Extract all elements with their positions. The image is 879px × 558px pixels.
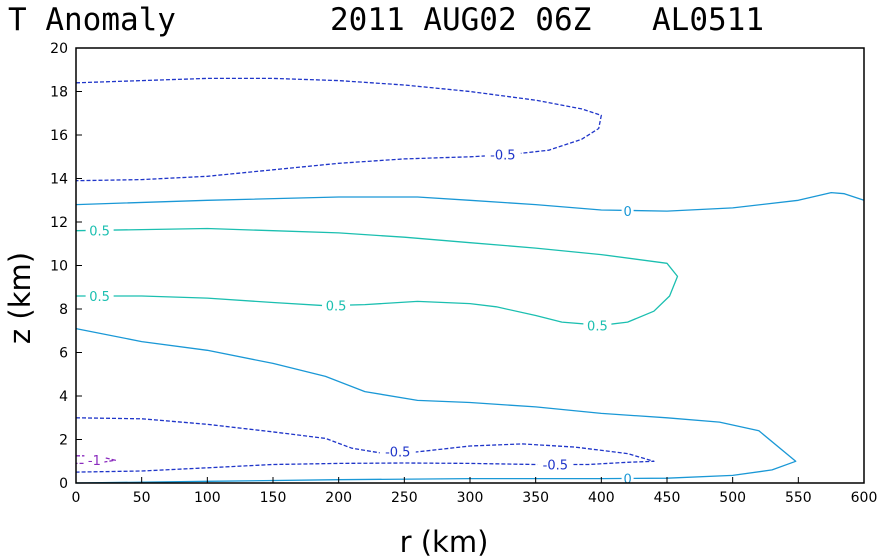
chart-title-center: 2011 AUG02 06Z <box>330 2 591 38</box>
contour-label-backdrop <box>537 456 574 472</box>
y-tick-label: 6 <box>59 346 68 362</box>
contour-label-backdrop <box>379 443 416 459</box>
contour-label-backdrop <box>85 287 114 303</box>
x-tick-label: 0 <box>72 490 81 506</box>
contour-label-backdrop <box>621 470 634 486</box>
y-tick-label: 0 <box>59 476 68 492</box>
y-tick-label: 4 <box>59 389 68 405</box>
contour-label: 0 <box>623 205 631 220</box>
contour-label: 0.5 <box>89 225 110 240</box>
contour-label: 0.5 <box>587 319 608 334</box>
contour-label-backdrop <box>84 452 105 468</box>
contour-label-backdrop <box>484 146 521 162</box>
contour-label: -0.5 <box>385 445 410 460</box>
x-axis-ticks: 0 50 100 150 200 250 300 350 400 450 500 550 600 <box>72 477 878 506</box>
contour-labels: -0.5 0 0.5 0.5 0.5 0.5 0 -0.5 -0.5 -1 <box>84 146 634 488</box>
x-tick-label: 150 <box>260 490 287 506</box>
contour-label-backdrop <box>583 317 612 333</box>
y-tick-label: 8 <box>59 302 68 318</box>
x-tick-label: 350 <box>522 490 549 506</box>
y-tick-label: 14 <box>50 172 68 188</box>
chart-title-right: AL0511 <box>652 2 764 38</box>
contour-label-backdrop <box>621 203 634 219</box>
x-axis-label: r (km) <box>400 525 489 558</box>
x-tick-label: 200 <box>325 490 352 506</box>
chart-title-left: T Anomaly <box>8 2 176 38</box>
contour-line <box>75 227 679 326</box>
contour-label-backdrop <box>322 297 351 313</box>
contour-line <box>75 77 602 182</box>
contour-label-backdrop <box>85 222 114 238</box>
contour-label: 0 <box>623 473 631 488</box>
contour-line <box>75 417 655 473</box>
x-tick-label: 300 <box>457 490 484 506</box>
contour-label: -0.5 <box>543 459 568 474</box>
x-tick-label: 550 <box>785 490 812 506</box>
contour-lines <box>75 77 865 484</box>
x-tick-label: 250 <box>391 490 418 506</box>
contour-label: 0.5 <box>89 290 110 305</box>
x-tick-label: 100 <box>194 490 221 506</box>
contour-label: -0.5 <box>490 149 515 164</box>
y-tick-label: 12 <box>50 215 68 231</box>
plot-frame <box>75 47 865 484</box>
contour-label: -1 <box>88 454 101 469</box>
y-tick-label: 20 <box>50 41 68 57</box>
x-tick-label: 50 <box>133 490 151 506</box>
y-tick-label: 2 <box>59 433 68 449</box>
x-tick-label: 500 <box>719 490 746 506</box>
y-axis-label: z (km) <box>3 252 37 344</box>
y-tick-label: 16 <box>50 128 68 144</box>
contour-line <box>75 191 865 212</box>
x-tick-label: 600 <box>851 490 878 506</box>
x-tick-label: 400 <box>588 490 615 506</box>
contour-line <box>75 327 797 484</box>
x-tick-label: 450 <box>654 490 681 506</box>
contour-label: 0.5 <box>326 300 347 315</box>
y-tick-label: 10 <box>50 259 68 275</box>
y-axis-ticks: 0 2 4 6 8 10 12 14 16 18 20 <box>50 41 82 492</box>
y-tick-label: 18 <box>50 85 68 101</box>
